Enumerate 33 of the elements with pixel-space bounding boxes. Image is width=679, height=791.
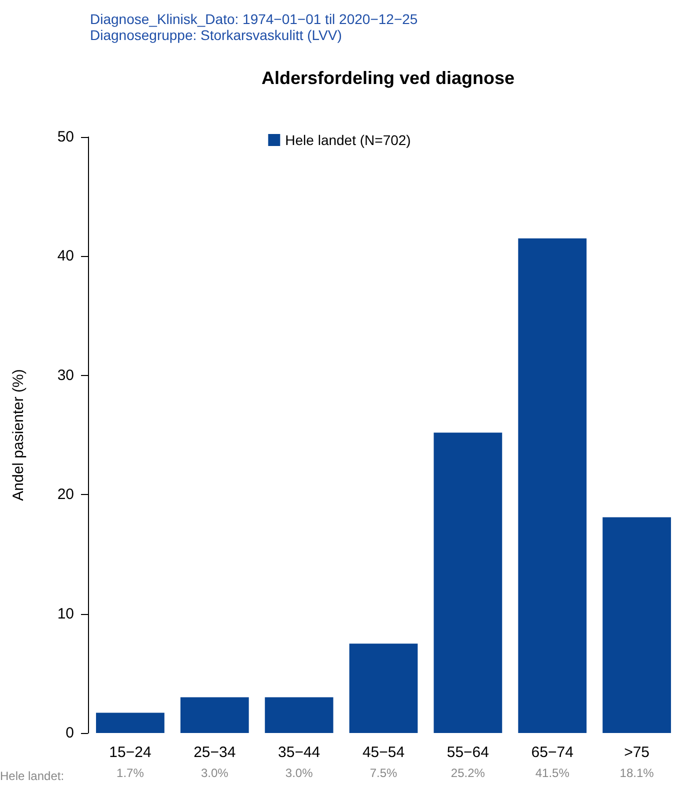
y-tick-label: 30 (57, 366, 74, 384)
y-tick-label: 10 (57, 605, 74, 622)
x-tick-label: >75 (624, 744, 650, 761)
y-tick-label: 20 (57, 486, 74, 504)
data-label: 3.0% (285, 766, 314, 780)
data-label: 41.5% (535, 766, 570, 780)
data-label: 3.0% (200, 766, 229, 780)
y-axis-title: Andel pasienter (%) (10, 369, 27, 501)
bar (434, 432, 502, 733)
x-tick-label: 55−64 (446, 744, 489, 761)
text: Hele landet: (0, 769, 64, 783)
bar (264, 697, 334, 733)
x-tick-label: 65−74 (531, 744, 574, 761)
bar (518, 238, 587, 733)
bar (96, 712, 164, 733)
data-label: 1.7% (116, 766, 144, 780)
x-tick-label: 15−24 (109, 744, 152, 761)
x-tick-label: 35−44 (278, 744, 320, 761)
text: Diagnosegruppe: Storkarsvaskulitt (LVV) (90, 27, 342, 43)
bar (349, 644, 418, 733)
bar (180, 697, 249, 733)
y-tick-label: 40 (57, 248, 74, 265)
data-label: 18.1% (620, 766, 654, 780)
bar (602, 517, 671, 733)
x-tick-label: 25−34 (194, 744, 236, 761)
data-label: 25.2% (450, 766, 486, 780)
y-tick-label: 50 (57, 128, 74, 146)
chart-title: Aldersfordeling ved diagnose (261, 68, 515, 88)
text: Diagnose_Klinisk_Dato: 1974−01−01 til 2020−12−25 (90, 11, 418, 27)
y-tick-label: 0 (66, 724, 74, 742)
x-tick-label: 45−54 (362, 744, 405, 761)
legend-label: Hele landet (N=702) (285, 132, 411, 148)
data-label: 7.5% (370, 766, 398, 780)
